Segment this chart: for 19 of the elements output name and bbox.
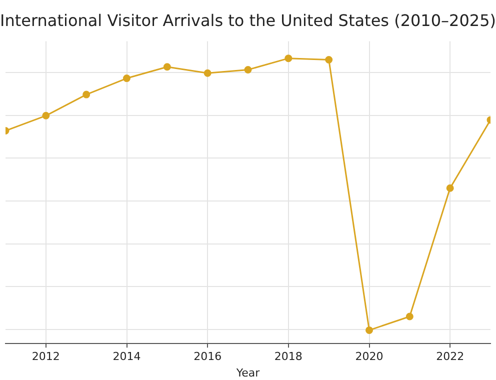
point	[163, 63, 171, 71]
x-tick-label: 2020	[355, 350, 384, 364]
point	[406, 312, 414, 320]
point	[244, 66, 252, 74]
x-tick-label: 2022	[436, 350, 464, 364]
x-tick-label: 2014	[112, 350, 141, 364]
point	[325, 56, 333, 64]
x-tick-label: 2016	[194, 350, 222, 364]
point	[42, 112, 50, 120]
x-axis-title: Year	[235, 366, 260, 380]
point	[204, 69, 212, 77]
chart-title: International Visitor Arrivals to the United States (2010–2025)	[0, 10, 496, 30]
point	[123, 74, 130, 82]
point	[446, 184, 454, 192]
point	[284, 54, 292, 62]
point	[366, 326, 373, 334]
x-tick-label: 2018	[274, 350, 302, 364]
point	[82, 90, 90, 98]
x-tick-label: 2012	[32, 350, 60, 364]
